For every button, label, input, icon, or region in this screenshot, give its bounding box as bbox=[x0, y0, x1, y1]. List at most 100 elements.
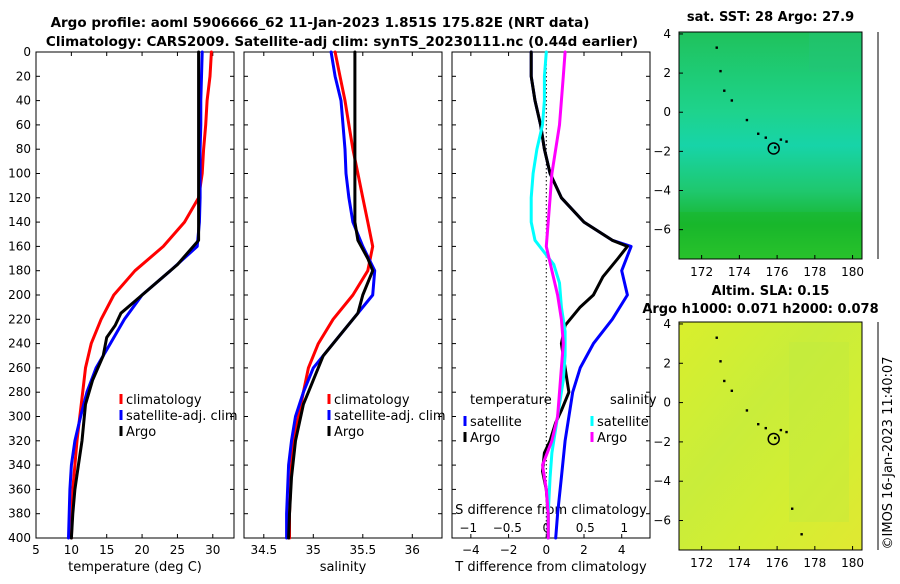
y-tick-label: 200 bbox=[8, 288, 31, 302]
series-salinity-satellite bbox=[529, 50, 567, 540]
top-tick-label: −0.5 bbox=[493, 521, 522, 535]
top-axis-label: S difference from climatology bbox=[455, 503, 647, 518]
profile-panels: 0204060801001201401601802002202402602803… bbox=[8, 45, 657, 575]
map-y-tick-label: −2 bbox=[653, 435, 671, 449]
panel-salinity: 34.5 35 35.5 36 salinity climatologysatellite… bbox=[243, 50, 446, 575]
map-field bbox=[679, 322, 862, 550]
x-tick-label: −4 bbox=[462, 543, 480, 557]
legend-label: climatology bbox=[126, 393, 202, 408]
map-title: sat. SST: 28 Argo: 27.9 bbox=[687, 10, 854, 25]
top-tick-label: 0 bbox=[542, 521, 550, 535]
map-y-tick-label: −4 bbox=[653, 474, 671, 488]
y-tick-label: 100 bbox=[8, 167, 31, 181]
track-point bbox=[774, 146, 777, 149]
x-axis-label: temperature (deg C) bbox=[68, 560, 202, 575]
y-tick-label: 240 bbox=[8, 337, 31, 351]
x-tick-label: 5 bbox=[32, 543, 40, 557]
legend-title-temperature: temperature bbox=[470, 393, 552, 408]
map-title-line1: Altim. SLA: 0.15 bbox=[712, 284, 830, 299]
track-point bbox=[800, 533, 803, 536]
map-y-tick-label: 0 bbox=[663, 105, 671, 119]
y-tick-label: 160 bbox=[8, 239, 31, 253]
top-tick-label: 0.5 bbox=[576, 521, 595, 535]
track-point bbox=[715, 46, 718, 49]
track-point bbox=[757, 132, 760, 135]
x-axis-label: T difference from climatology bbox=[454, 560, 647, 575]
y-tick-label: 300 bbox=[8, 410, 31, 424]
y-tick-label: 40 bbox=[16, 94, 31, 108]
legend-label: Argo bbox=[597, 431, 627, 446]
series-salinity-argo bbox=[541, 50, 567, 540]
track-point bbox=[785, 140, 788, 143]
track-point bbox=[757, 423, 760, 426]
y-tick-label: 60 bbox=[16, 118, 31, 132]
map-x-tick-label: 180 bbox=[841, 265, 864, 279]
map-low-patch bbox=[789, 342, 849, 522]
legend-label: satellite bbox=[597, 415, 649, 430]
x-tick-label: 35 bbox=[306, 543, 321, 557]
map-y-tick-label: 2 bbox=[663, 356, 671, 370]
top-tick-label: 1 bbox=[620, 521, 628, 535]
map-frame bbox=[678, 31, 863, 260]
y-tick-label: 0 bbox=[23, 45, 31, 59]
map-cool-band bbox=[679, 212, 862, 259]
map-warm-patch bbox=[809, 32, 862, 72]
x-tick-label: 30 bbox=[205, 543, 220, 557]
profile-marker bbox=[767, 142, 780, 155]
legend-label: satellite-adj. clim bbox=[334, 409, 446, 424]
track-point bbox=[745, 409, 749, 412]
series-argo bbox=[69, 50, 201, 540]
legend-label: satellite-adj. clim bbox=[126, 409, 238, 424]
track-point bbox=[745, 118, 749, 122]
x-tick-label: −2 bbox=[500, 543, 518, 557]
track-point bbox=[764, 426, 767, 430]
x-tick-label: 15 bbox=[99, 543, 114, 557]
legend-label: Argo bbox=[470, 431, 500, 446]
y-tick-label: 360 bbox=[8, 482, 31, 496]
map-sst: sat. SST: 28 Argo: 27.9 172 174 176 178 180 4 2… bbox=[653, 10, 879, 279]
y-tick-label: 320 bbox=[8, 434, 31, 448]
map-x-tick-label: 180 bbox=[841, 556, 864, 570]
x-tick-label: 4 bbox=[618, 543, 626, 557]
y-tick-label: 20 bbox=[16, 69, 31, 83]
legend-label: Argo bbox=[334, 425, 364, 440]
y-tick-label: 340 bbox=[8, 458, 31, 472]
x-tick-label: 0 bbox=[542, 543, 550, 557]
map-x-tick-label: 176 bbox=[766, 556, 789, 570]
x-tick-label: 2 bbox=[580, 543, 588, 557]
track-point bbox=[785, 430, 788, 434]
track-point bbox=[730, 99, 734, 102]
series-temperature-argo bbox=[529, 50, 629, 540]
y-tick-label: 140 bbox=[8, 215, 31, 229]
map-y-tick-label: −4 bbox=[653, 184, 671, 198]
y-tick-label: 260 bbox=[8, 361, 31, 375]
map-y-tick-label: 4 bbox=[663, 27, 671, 41]
x-tick-label: 10 bbox=[64, 543, 79, 557]
track-point bbox=[723, 89, 726, 92]
map-title-line2: Argo h1000: 0.071 h2000: 0.078 bbox=[642, 302, 878, 317]
legend-label: Argo bbox=[126, 425, 156, 440]
track-point bbox=[719, 69, 722, 73]
series-climatology bbox=[288, 50, 375, 540]
legend-label: climatology bbox=[334, 393, 410, 408]
y-tick-label: 80 bbox=[16, 142, 31, 156]
series-satellite-adj-clim bbox=[285, 50, 377, 540]
track-point bbox=[715, 336, 718, 339]
figure-title-line2: Climatology: CARS2009. Satellite-adj cli… bbox=[46, 34, 638, 50]
map-x-tick-label: 178 bbox=[803, 556, 826, 570]
y-tick-label: 280 bbox=[8, 385, 31, 399]
track-point bbox=[779, 138, 783, 141]
map-x-tick-label: 178 bbox=[803, 265, 826, 279]
track-point bbox=[764, 136, 767, 139]
x-tick-label: 25 bbox=[170, 543, 185, 557]
map-frame bbox=[678, 321, 863, 551]
credit-text: ©IMOS 16-Jan-2023 11:40:07 bbox=[881, 357, 896, 550]
track-point bbox=[779, 428, 783, 432]
profile-marker bbox=[767, 432, 780, 446]
y-tick-label: 180 bbox=[8, 264, 31, 278]
map-y-tick-label: 2 bbox=[663, 66, 671, 80]
map-y-tick-label: −6 bbox=[653, 223, 671, 237]
y-tick-label: 400 bbox=[8, 531, 31, 545]
track-point bbox=[790, 507, 794, 510]
